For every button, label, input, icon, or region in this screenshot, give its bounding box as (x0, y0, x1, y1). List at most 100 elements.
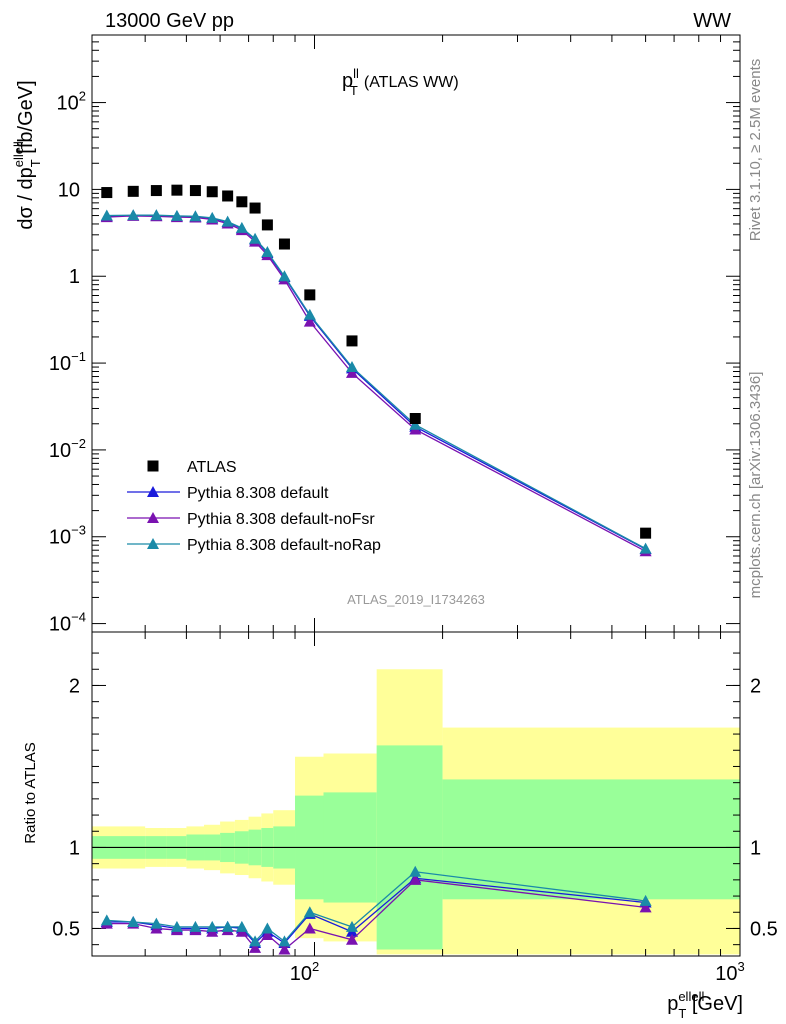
data-point (639, 542, 652, 554)
y-tick-label: 10−2 (49, 436, 86, 462)
ratio-y-tick-label: 2 (69, 675, 80, 697)
y-tick-label: 10−3 (49, 523, 86, 549)
ratio-panel: Ratio to ATLAS pellell T [GeV] 0.5 0.5 1 1 2 2… (22, 631, 778, 1021)
data-point (189, 185, 201, 197)
data-point (640, 527, 652, 539)
ratio-point (249, 941, 262, 953)
data-point (170, 209, 183, 221)
legend-marker (147, 486, 159, 497)
ratio-y-tick-label-right: 0.5 (750, 918, 778, 940)
ratio-point (303, 922, 316, 934)
legend-marker (147, 512, 159, 523)
ratio-point (278, 935, 291, 947)
header-right: WW (693, 10, 731, 32)
legend-label: Pythia 8.308 default-noFsr (187, 511, 375, 528)
data-point (127, 185, 139, 197)
plot-title-rest: (ATLAS WW) (364, 74, 459, 91)
data-point (206, 211, 219, 223)
data-point (221, 215, 234, 227)
ratio-point (150, 917, 163, 929)
x-axis-label: pellell T [GeV] (667, 989, 743, 1021)
data-point (345, 366, 358, 378)
y-axis-label: dσ / dpellell T [fb/GeV] (11, 80, 43, 229)
ratio-point (206, 920, 219, 932)
data-point (249, 202, 261, 214)
ratio-y-tick-label-right: 2 (750, 675, 761, 697)
ratio-point (127, 915, 140, 927)
data-point (100, 209, 113, 221)
analysis-watermark: ATLAS_2019_I1734263 (347, 592, 485, 607)
data-point (150, 209, 163, 221)
mcplots-label: mcplots.cern.ch [arXiv:1306.3436] (747, 372, 764, 599)
ratio-point (639, 901, 652, 913)
data-point (206, 186, 218, 198)
y-tick-label: 10 (58, 179, 80, 201)
ratio-point (221, 920, 234, 932)
series-pythia-8-308-default (100, 209, 652, 555)
legend-label: Pythia 8.308 default (187, 485, 329, 502)
data-point (278, 270, 291, 282)
ratio-point (639, 894, 652, 906)
data-point (101, 187, 113, 199)
ratio-point (278, 943, 291, 955)
data-point (303, 315, 316, 327)
ratio-point (249, 935, 262, 947)
ratio-point (345, 933, 358, 945)
ratio-frame (91, 631, 741, 957)
ratio-point (303, 906, 316, 918)
y-tick-label: 1 (69, 266, 80, 288)
data-point (249, 232, 262, 244)
data-point (189, 210, 202, 222)
x-tick-label: 102 (290, 959, 319, 985)
legend-marker (147, 538, 159, 549)
ratio-point (345, 920, 358, 932)
ratio-y-axis-label: Ratio to ATLAS (22, 742, 39, 843)
ratio-point (409, 865, 422, 877)
x-tick-label: 103 (715, 959, 744, 985)
ratio-point (100, 914, 113, 926)
data-point (171, 184, 183, 196)
rivet-label: Rivet 3.1.10, ≥ 2.5M events (747, 59, 764, 242)
data-point (278, 238, 290, 250)
main-panel: pll T (ATLAS WW) ATLAS_2019_I1734263 dσ / … (11, 34, 741, 636)
series-pythia-8-308-default-nofsr (100, 209, 652, 557)
data-point (236, 196, 248, 208)
data-point (261, 219, 273, 231)
legend-label: Pythia 8.308 default-noRap (187, 537, 381, 554)
series-pythia-8-308-default-norap (100, 209, 652, 554)
ratio-point (409, 873, 422, 885)
plot-title: pll T (ATLAS WW) (342, 66, 459, 98)
ratio-y-tick-label: 1 (69, 837, 80, 859)
data-point (345, 361, 358, 373)
band-inner (442, 779, 740, 900)
series-atlas (101, 184, 652, 539)
data-point (303, 308, 316, 320)
ratio-point (261, 922, 274, 934)
data-point (127, 209, 140, 221)
y-tick-label: 102 (57, 89, 86, 115)
header-left: 13000 GeV pp (105, 10, 234, 32)
data-point (261, 246, 274, 258)
ratio-point (261, 928, 274, 940)
ratio-pythia-8-308-default-norap (100, 865, 652, 947)
data-point (304, 289, 316, 301)
data-point (222, 190, 234, 202)
data-point (235, 221, 248, 233)
ratio-point (235, 920, 248, 932)
ratio-point (189, 920, 202, 932)
data-point (346, 335, 358, 347)
data-point (409, 413, 421, 425)
ratio-y-tick-label-right: 1 (750, 837, 761, 859)
data-point (409, 418, 422, 430)
y-tick-label: 10−4 (49, 610, 86, 636)
plot-title-main: p (342, 70, 353, 92)
ratio-y-tick-label: 0.5 (52, 918, 80, 940)
y-tick-label: 10−1 (49, 349, 86, 375)
data-point (150, 185, 162, 197)
plot-title-sup: ll (353, 66, 359, 81)
legend: ATLAS Pythia 8.308 default Pythia 8.308 de… (127, 459, 381, 554)
legend-label: ATLAS (187, 459, 237, 476)
legend-marker-atlas (147, 460, 159, 472)
ratio-point (170, 920, 183, 932)
